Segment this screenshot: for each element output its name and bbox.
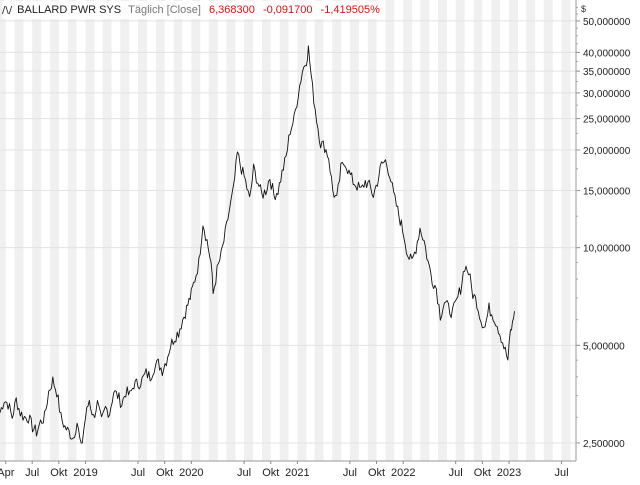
- month-stripe: [120, 0, 130, 461]
- month-stripe: [50, 0, 59, 461]
- month-stripe: [403, 0, 413, 461]
- month-stripe: [543, 0, 553, 461]
- chart-mode: Täglich [Close]: [128, 4, 201, 16]
- month-stripe: [279, 0, 289, 461]
- y-tick-label: 10,000000: [583, 244, 631, 255]
- instrument-name: BALLARD PWR SYS: [17, 4, 122, 16]
- month-stripe: [526, 0, 536, 461]
- chart-legend: /\/ BALLARD PWR SYS Täglich [Close] 6,36…: [2, 1, 384, 19]
- y-tick-label: 15,000000: [583, 187, 631, 198]
- month-stripe: [349, 0, 359, 461]
- month-stripe: [173, 0, 183, 461]
- month-stripe: [509, 0, 519, 461]
- price-change-percent: -1,419505%: [320, 4, 380, 16]
- month-stripe: [367, 0, 377, 461]
- y-tick-label: 20,000000: [583, 146, 631, 157]
- month-stripe: [491, 0, 501, 461]
- x-tick-label: 2023: [497, 467, 521, 479]
- x-tick-label: Jul: [343, 467, 357, 479]
- month-stripe: [155, 0, 165, 461]
- x-tick-label: Jul: [449, 467, 463, 479]
- month-stripe: [385, 0, 395, 461]
- x-tick-label: 2021: [285, 467, 309, 479]
- x-tick-label: Jul: [554, 467, 568, 479]
- y-tick-label: 40,000000: [583, 48, 631, 59]
- x-tick-label: Jul: [25, 467, 39, 479]
- x-tick-label: 2020: [179, 467, 203, 479]
- month-stripe: [332, 0, 342, 461]
- month-stripe: [561, 0, 571, 461]
- x-tick-label: Okt: [50, 467, 67, 479]
- month-stripe: [137, 0, 147, 461]
- x-tick-label: Jul: [131, 467, 145, 479]
- x-tick-label: Jul: [237, 467, 251, 479]
- month-stripe: [297, 0, 307, 461]
- x-tick-label: Apr: [0, 467, 15, 479]
- y-tick-label: 30,000000: [583, 89, 631, 100]
- x-tick-label: 2022: [391, 467, 415, 479]
- line-chart-icon: /\/: [2, 5, 13, 16]
- month-stripe: [438, 0, 448, 461]
- y-tick-label: 2,500000: [583, 439, 625, 450]
- month-stripe: [455, 0, 465, 461]
- month-stripe: [262, 0, 271, 461]
- x-tick-label: Okt: [156, 467, 173, 479]
- y-tick-label: 35,000000: [583, 67, 631, 78]
- x-tick-label: Okt: [262, 467, 279, 479]
- month-stripe: [85, 0, 95, 461]
- last-price: 6,368300: [208, 4, 255, 16]
- month-stripe: [14, 0, 24, 461]
- month-stripe: [473, 0, 483, 461]
- month-stripe: [244, 0, 254, 461]
- month-stripe: [314, 0, 324, 461]
- x-tick-label: Okt: [368, 467, 385, 479]
- price-change: -0,091700: [262, 4, 313, 16]
- y-tick-label: 25,000000: [583, 115, 631, 126]
- month-stripe: [102, 0, 112, 461]
- month-stripe: [191, 0, 201, 461]
- y-tick-label: 5,000000: [583, 341, 625, 352]
- currency-label: $: [580, 4, 586, 14]
- month-stripe: [420, 0, 430, 461]
- x-tick-label: 2019: [73, 467, 97, 479]
- month-stripe: [32, 0, 42, 461]
- month-stripe: [226, 0, 236, 461]
- price-series-line: [0, 45, 515, 444]
- y-tick-label: 50,000000: [583, 17, 631, 28]
- month-stripe: [0, 0, 6, 461]
- month-stripe: [67, 0, 77, 461]
- month-stripe: [208, 0, 218, 461]
- x-tick-label: Okt: [474, 467, 491, 479]
